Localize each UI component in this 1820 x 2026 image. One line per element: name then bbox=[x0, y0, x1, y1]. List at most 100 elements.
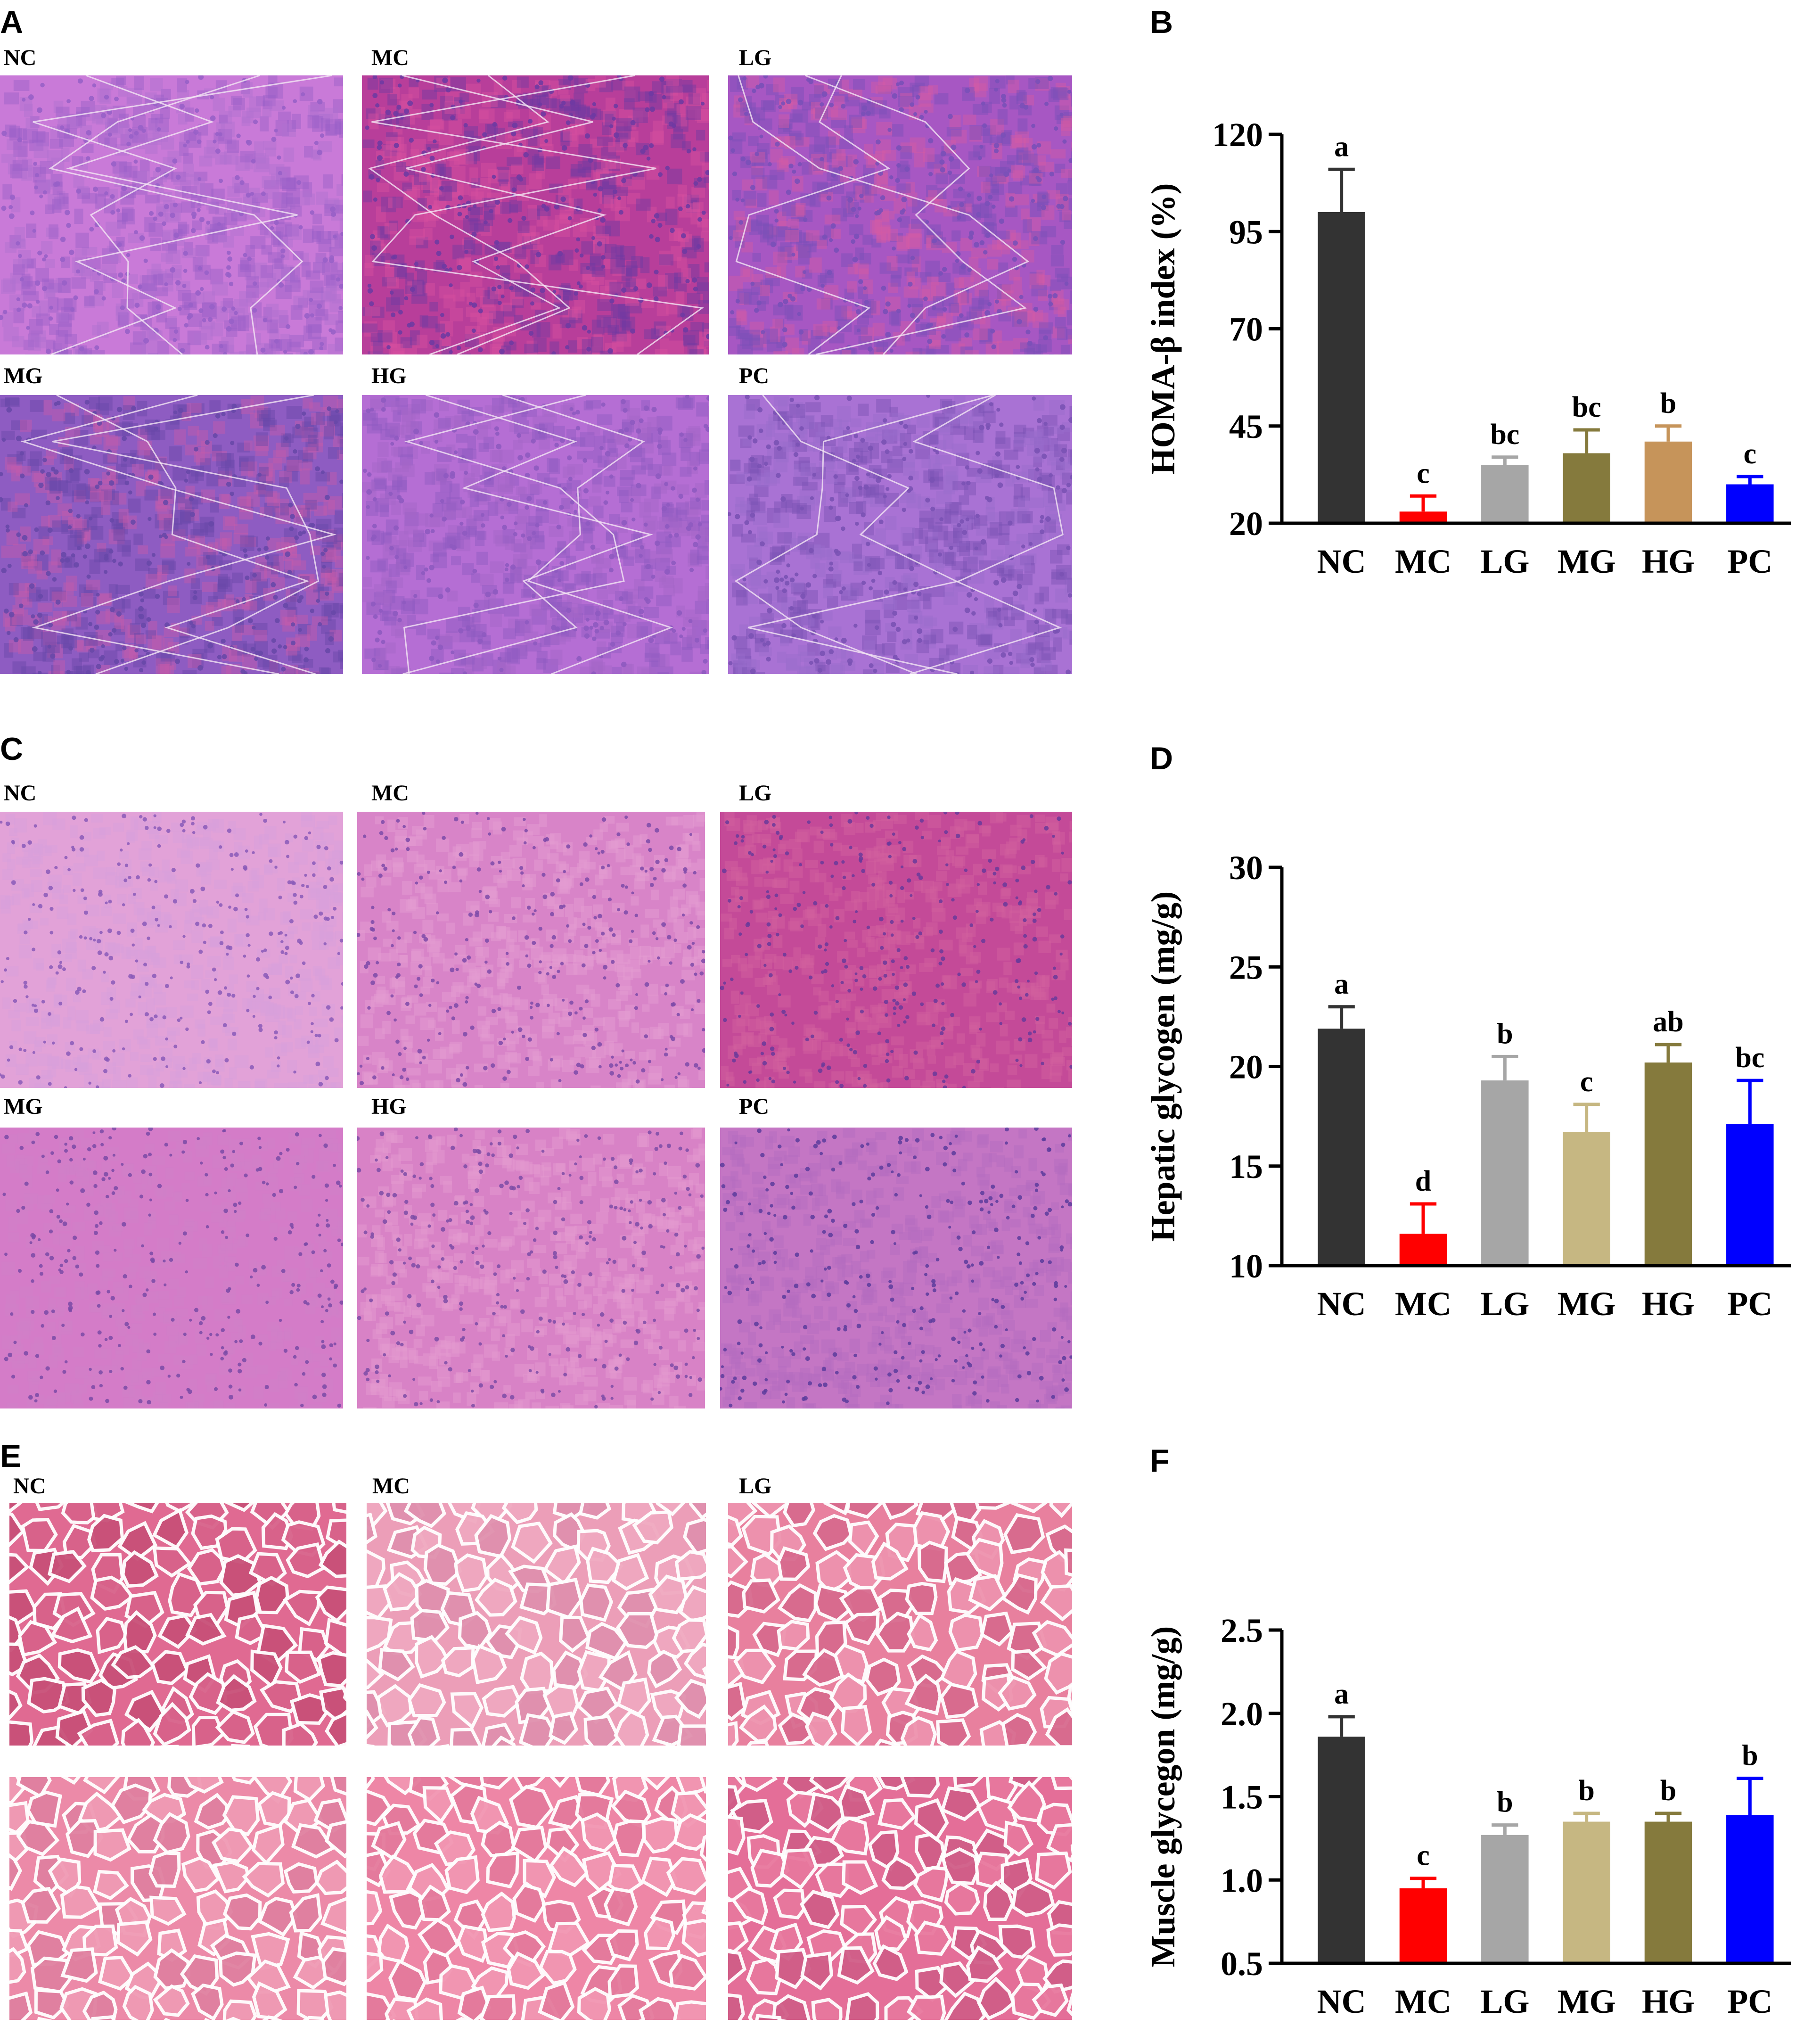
error-bar-hg bbox=[1655, 1812, 1682, 1822]
chart-homa-beta: a NC c MC bc LG bc MG b HG c PC 20 45 70 95 120 HOMA-β in… bbox=[1144, 90, 1810, 632]
micrograph-c-mc bbox=[357, 812, 705, 1088]
y-tick-label: 95 bbox=[1229, 213, 1263, 251]
micrograph-e-nc bbox=[9, 1503, 346, 1746]
panel-letter-c: C bbox=[0, 731, 24, 767]
micro-label-c-mg: MG bbox=[4, 1094, 43, 1119]
y-tick-label: 30 bbox=[1229, 849, 1263, 887]
micrograph-a-nc bbox=[0, 75, 343, 354]
micrograph-e-mc bbox=[367, 1503, 706, 1746]
micro-label-e-nc: NC bbox=[13, 1474, 46, 1499]
significance-label: d bbox=[1415, 1165, 1431, 1197]
error-bar-lg bbox=[1492, 1054, 1518, 1081]
micro-label-c-nc: NC bbox=[4, 781, 37, 806]
bar-pc bbox=[1726, 484, 1774, 523]
x-tick-label: MC bbox=[1395, 1285, 1451, 1323]
x-tick-label: MG bbox=[1558, 1983, 1616, 2020]
micro-label-c-lg: LG bbox=[739, 781, 772, 806]
panel-letter-e: E bbox=[0, 1438, 22, 1474]
y-tick-label: 20 bbox=[1229, 505, 1263, 543]
error-bar-hg bbox=[1655, 1043, 1682, 1063]
x-tick-label: HG bbox=[1642, 1983, 1695, 2020]
micrograph-c-pc bbox=[720, 1128, 1072, 1408]
significance-label: bc bbox=[1572, 391, 1601, 423]
micro-label-c-hg: HG bbox=[371, 1094, 407, 1119]
micro-label-c-mc: MC bbox=[371, 781, 409, 806]
micro-label-a-nc: NC bbox=[4, 45, 37, 70]
micrograph-e-pc bbox=[728, 1777, 1072, 2020]
error-bar-pc bbox=[1737, 1079, 1763, 1125]
y-tick-label: 20 bbox=[1229, 1048, 1263, 1086]
error-bar-mc bbox=[1410, 494, 1437, 512]
y-tick-label: 0.5 bbox=[1221, 1945, 1263, 1983]
bar-nc bbox=[1318, 1029, 1365, 1266]
chart-muscle-glycogen: a NC c MC b LG b MG b HG b PC 0.5 1.0 1.5 2.0 2.5 Muscle … bbox=[1144, 1593, 1810, 2020]
significance-label: c bbox=[1417, 457, 1430, 489]
error-bar-pc bbox=[1737, 475, 1763, 485]
micro-label-a-lg: LG bbox=[739, 45, 772, 70]
y-tick-label: 25 bbox=[1229, 948, 1263, 986]
micrograph-c-mg bbox=[0, 1128, 343, 1408]
bar-nc bbox=[1318, 1737, 1365, 1963]
micro-label-c-pc: PC bbox=[739, 1094, 769, 1119]
error-bar-hg bbox=[1655, 424, 1682, 442]
y-tick-label: 45 bbox=[1229, 408, 1263, 445]
micro-label-e-lg: LG bbox=[739, 1474, 772, 1499]
bar-hg bbox=[1644, 1821, 1692, 1963]
x-tick-label: HG bbox=[1642, 1285, 1695, 1323]
y-tick-label: 1.5 bbox=[1221, 1779, 1263, 1816]
x-tick-label: LG bbox=[1480, 1285, 1529, 1323]
bar-mg bbox=[1563, 1132, 1610, 1266]
x-tick-label: MG bbox=[1558, 543, 1616, 580]
significance-label: b bbox=[1742, 1740, 1758, 1772]
micrograph-a-pc bbox=[728, 395, 1072, 674]
error-bar-pc bbox=[1737, 1777, 1763, 1815]
significance-label: c bbox=[1744, 438, 1757, 470]
significance-label: bc bbox=[1490, 419, 1519, 451]
significance-label: b bbox=[1497, 1018, 1513, 1050]
bar-hg bbox=[1644, 1062, 1692, 1266]
bar-lg bbox=[1481, 465, 1529, 523]
micrograph-c-hg bbox=[357, 1128, 705, 1408]
significance-label: b bbox=[1660, 387, 1676, 420]
bar-nc bbox=[1318, 212, 1365, 523]
chart-hepatic-glycogen: a NC d MC b LG c MG ab HG bc PC 10 15 20 25 30 Hepatic gl… bbox=[1144, 834, 1810, 1358]
micrograph-e-hg bbox=[367, 1777, 706, 2020]
significance-label: a bbox=[1334, 1678, 1349, 1710]
y-tick-label: 1.0 bbox=[1221, 1861, 1263, 1899]
significance-label: b bbox=[1578, 1775, 1594, 1807]
bar-mg bbox=[1563, 453, 1610, 523]
x-tick-label: MG bbox=[1558, 1285, 1616, 1323]
significance-label: b bbox=[1497, 1787, 1513, 1819]
significance-label: b bbox=[1660, 1775, 1676, 1807]
y-tick-label: 70 bbox=[1229, 311, 1263, 348]
error-bar-mg bbox=[1573, 428, 1600, 453]
bar-mc bbox=[1399, 1888, 1447, 1963]
panel-letter-a: A bbox=[0, 4, 24, 40]
x-tick-label: PC bbox=[1727, 1983, 1772, 2020]
chart-svg: a NC c MC b LG b MG b HG b PC 0.5 1.0 1.5 2.0 2.5 Muscle … bbox=[1144, 1612, 1791, 2020]
micrograph-e-lg bbox=[728, 1503, 1072, 1746]
bar-pc bbox=[1726, 1815, 1774, 1963]
micrograph-e-mg bbox=[9, 1777, 346, 2020]
error-bar-lg bbox=[1492, 1823, 1518, 1835]
x-tick-label: PC bbox=[1727, 543, 1772, 580]
x-tick-label: MC bbox=[1395, 543, 1451, 580]
bar-mc bbox=[1399, 511, 1447, 523]
x-tick-label: LG bbox=[1480, 543, 1529, 580]
error-bar-mg bbox=[1573, 1103, 1600, 1132]
micro-label-e-mc: MC bbox=[372, 1474, 410, 1499]
error-bar-lg bbox=[1492, 455, 1518, 465]
bar-mg bbox=[1563, 1821, 1610, 1963]
significance-label: ab bbox=[1653, 1006, 1683, 1038]
micrograph-c-nc bbox=[0, 812, 343, 1088]
error-bar-nc bbox=[1328, 1715, 1355, 1737]
bar-hg bbox=[1644, 441, 1692, 523]
micrograph-a-mc bbox=[362, 75, 709, 354]
bar-lg bbox=[1481, 1835, 1529, 1963]
error-bar-mc bbox=[1410, 1877, 1437, 1888]
y-tick-label: 2.0 bbox=[1221, 1695, 1263, 1733]
error-bar-mc bbox=[1410, 1202, 1437, 1234]
x-tick-label: PC bbox=[1727, 1285, 1772, 1323]
error-bar-nc bbox=[1328, 1005, 1355, 1029]
